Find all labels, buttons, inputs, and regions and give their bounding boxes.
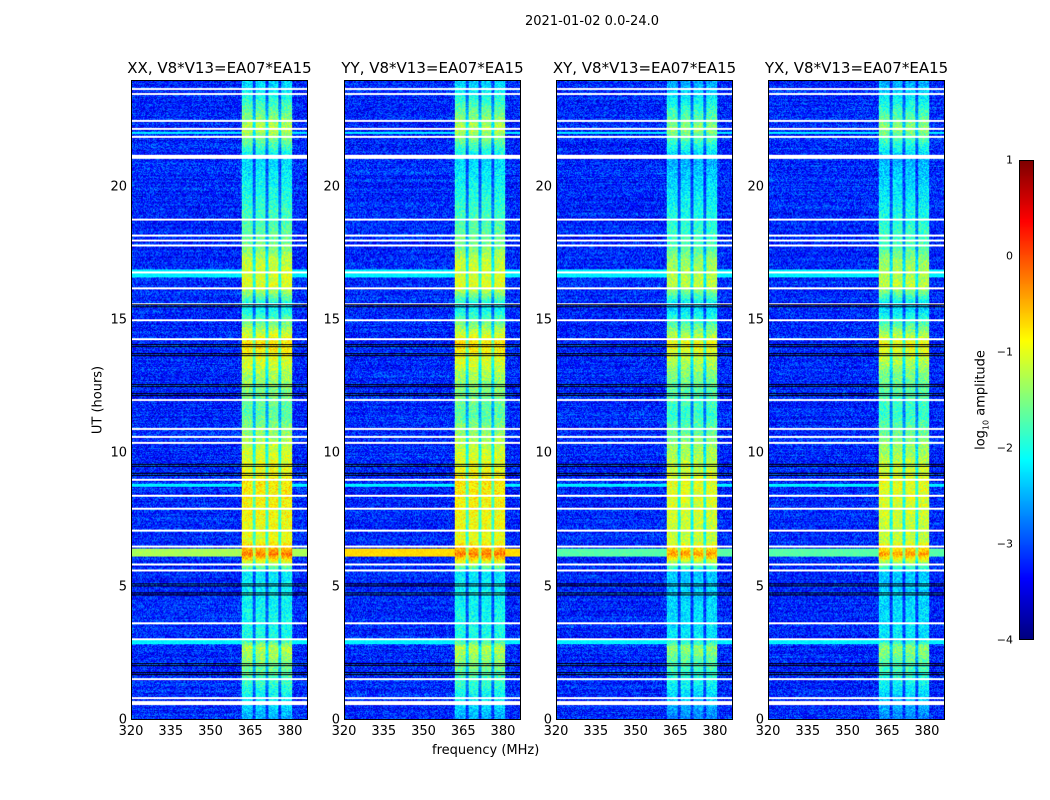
heatmap-image [557,81,732,719]
x-tick-label: 380 [914,724,940,739]
x-tick-label: 320 [755,724,781,739]
figure-title: 2021-01-02 0.0-24.0 [525,14,659,29]
colorbar-label-log: log [973,430,989,450]
y-tick-label: 20 [323,179,340,195]
colorbar-tick-label: −2 [996,441,1013,455]
x-tick-label: 335 [795,724,821,739]
y-tick-label: 10 [535,445,552,461]
y-tick-label: 0 [755,712,764,728]
colorbar-tick-label: 1 [1006,153,1013,167]
x-tick-label: 365 [237,724,263,739]
panel-title: YY, V8*V13=EA07*EA15 [341,59,524,77]
heatmap-image [132,81,307,719]
y-tick-label: 15 [747,312,764,328]
colorbar-tick-label: 0 [1006,249,1013,263]
colorbar-tick-label: −4 [996,633,1013,647]
colorbar-tick-label: −3 [996,537,1013,551]
y-tick-label: 0 [543,712,552,728]
y-tick-label: 20 [747,179,764,195]
panel-title: YX, V8*V13=EA07*EA15 [764,59,949,77]
heatmap-image [769,81,944,719]
y-axis-label: UT (hours) [90,365,106,435]
waterfall-panel-3 [768,80,945,720]
x-tick-label: 350 [411,724,436,739]
x-tick-label: 335 [371,724,397,739]
y-tick-label: 20 [110,179,127,195]
x-tick-label: 380 [702,724,728,739]
panel-title: XY, V8*V13=EA07*EA15 [552,59,737,77]
x-tick-label: 350 [835,724,860,739]
colorbar-label-sub: 10 [981,419,991,431]
y-tick-label: 5 [118,579,127,595]
colorbar-tick-label: −1 [996,345,1013,359]
colorbar [1019,160,1034,640]
y-tick-label: 0 [331,712,340,728]
x-tick-label: 320 [543,724,569,739]
y-tick-label: 0 [118,712,127,728]
x-tick-label: 320 [118,724,144,739]
x-axis-label: frequency (MHz) [432,743,540,758]
colorbar-label: log10 amplitude [974,350,991,450]
x-tick-label: 380 [277,724,303,739]
y-tick-label: 20 [535,179,552,195]
x-tick-label: 365 [450,724,476,739]
y-tick-label: 15 [323,312,340,328]
x-tick-label: 350 [198,724,223,739]
y-tick-label: 15 [535,312,552,328]
colorbar-label-rest: amplitude [973,350,989,420]
x-tick-label: 335 [158,724,184,739]
y-tick-label: 15 [110,312,127,328]
y-tick-label: 5 [331,579,340,595]
waterfall-panel-0 [131,80,308,720]
x-tick-label: 335 [583,724,609,739]
x-tick-label: 365 [874,724,900,739]
y-tick-label: 10 [110,445,127,461]
x-tick-label: 380 [490,724,516,739]
x-tick-label: 320 [331,724,357,739]
waterfall-panel-1 [344,80,521,720]
y-tick-label: 5 [755,579,764,595]
waterfall-panel-2 [556,80,733,720]
heatmap-image [345,81,520,719]
y-tick-label: 5 [543,579,552,595]
panel-title: XX, V8*V13=EA07*EA15 [127,59,312,77]
x-tick-label: 350 [623,724,648,739]
y-tick-label: 10 [747,445,764,461]
y-tick-label: 10 [323,445,340,461]
x-tick-label: 365 [662,724,688,739]
